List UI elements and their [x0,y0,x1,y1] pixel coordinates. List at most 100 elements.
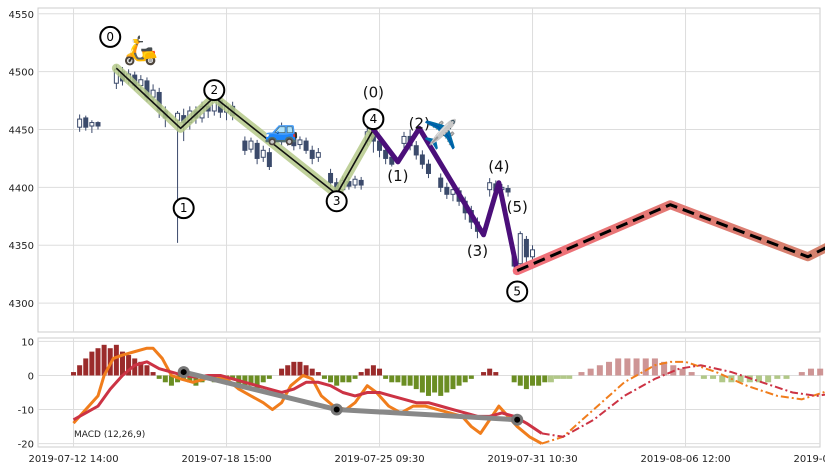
candle-body [358,179,364,186]
histogram-bar-forecast [554,375,560,379]
histogram-bar-forecast [737,375,744,383]
candle-body [419,154,425,165]
histogram-bar [419,375,425,393]
wave-label-text: (0) [363,83,384,101]
wave-label-text: (1) [387,167,408,185]
wave-label-circle [506,280,529,303]
candle-body [83,117,89,128]
histogram-bar [334,375,340,386]
wave-label-text: 1 [180,201,188,215]
wave-label-circle [203,79,226,102]
histogram-bar [456,375,462,386]
histogram-bar-forecast [807,368,814,376]
price-y-tick-label: 4300 [9,299,34,310]
x-tick-label: 2019-08-06 12:00 [640,454,730,465]
histogram-bar [303,365,309,376]
histogram-bar [377,368,383,376]
histogram-bar-forecast [587,368,594,376]
histogram-bar [119,351,125,376]
histogram-bar [144,365,150,376]
histogram-bar-forecast [596,365,603,376]
histogram-bar-forecast [688,372,695,376]
histogram-bar [162,375,168,383]
histogram-bar [370,365,376,376]
macd-y-axis: 10 0 -10 -20 [18,337,34,450]
candle-body [89,122,95,127]
histogram-bar [401,375,407,386]
wave-label-text: (4) [488,158,509,176]
macd-lines [72,346,825,445]
candle-body [242,140,248,151]
histogram-bar [315,372,321,376]
histogram-bar [254,375,260,390]
price-y-axis: 4300 4350 4400 4450 4500 4550 [9,10,34,310]
histogram-bar [309,368,315,376]
candle-body [438,177,444,188]
histogram-bar [291,361,297,376]
histogram-bar [462,375,468,383]
histogram-bar [340,375,346,383]
candle-body [279,131,285,142]
histogram-bar [156,375,162,379]
histogram-bar-forecast [783,375,790,379]
candle-body [523,238,529,258]
histogram-bar-forecast [547,375,554,383]
histogram-bar [542,375,548,383]
x-tick-label: 2019-07-12 14:00 [28,454,118,465]
histogram-bar-forecast [798,372,805,376]
wave-label-text: 2 [210,83,218,97]
price-y-tick-label: 4350 [9,241,34,252]
histogram-bar [364,368,370,376]
candle-body [77,118,83,128]
airplane-icon: ✈️ [423,117,458,151]
histogram-bar [389,375,395,383]
price-y-tick-label: 4450 [9,126,34,137]
histogram-bar [530,375,536,386]
candle-body [383,149,389,159]
candle-body [487,182,493,191]
wave-label-text: (3) [467,242,488,260]
macd-pivot-dot [514,416,521,423]
histogram-bar [71,372,77,376]
histogram-bar [511,375,517,383]
price-y-tick-label: 4550 [9,10,34,21]
wave-label-text: 3 [333,194,341,208]
histogram-bar [352,375,358,379]
histogram-bar [407,375,413,386]
histogram-bar [328,375,334,383]
histogram-bar [493,372,499,376]
candle-body [303,140,309,151]
macd-pivot-dot [180,369,187,376]
histogram-bar [297,361,303,376]
candle-body [315,152,321,158]
car-icon: 🚙 [264,114,299,147]
macd-y-tick-label: 0 [28,371,34,382]
histogram-bar-forecast [661,361,668,376]
macd-line-forecast [541,360,825,445]
candle-body [297,139,303,146]
histogram-bar-forecast [633,358,640,376]
macd-pivot-dot [333,406,340,413]
candle-body [266,152,272,168]
histogram-bar [260,375,266,383]
histogram-bar [536,375,542,386]
wave-label-text: (5) [507,198,528,216]
histogram-bar [358,372,364,376]
histogram-bar [346,375,352,383]
histogram-bar [444,375,450,393]
candle-body [95,122,101,127]
price-panel: 4300 4350 4400 4450 4500 4550 0 1 2 3 4 5 (0) (1) (2)… [9,7,825,333]
histogram-bar-forecast [755,375,762,383]
histogram-bar-forecast [642,358,649,376]
histogram-bar [83,358,89,376]
price-y-tick-label: 4400 [9,183,34,194]
signal-line [72,360,543,435]
histogram-bar [438,375,444,396]
candle-body [352,178,358,186]
histogram-bar-forecast [774,375,781,379]
candle-body [291,134,297,147]
price-y-tick-label: 4500 [9,68,34,79]
candle-body [328,172,334,184]
decorative-icons: 🛵 🚙 ✈️ [123,34,458,151]
